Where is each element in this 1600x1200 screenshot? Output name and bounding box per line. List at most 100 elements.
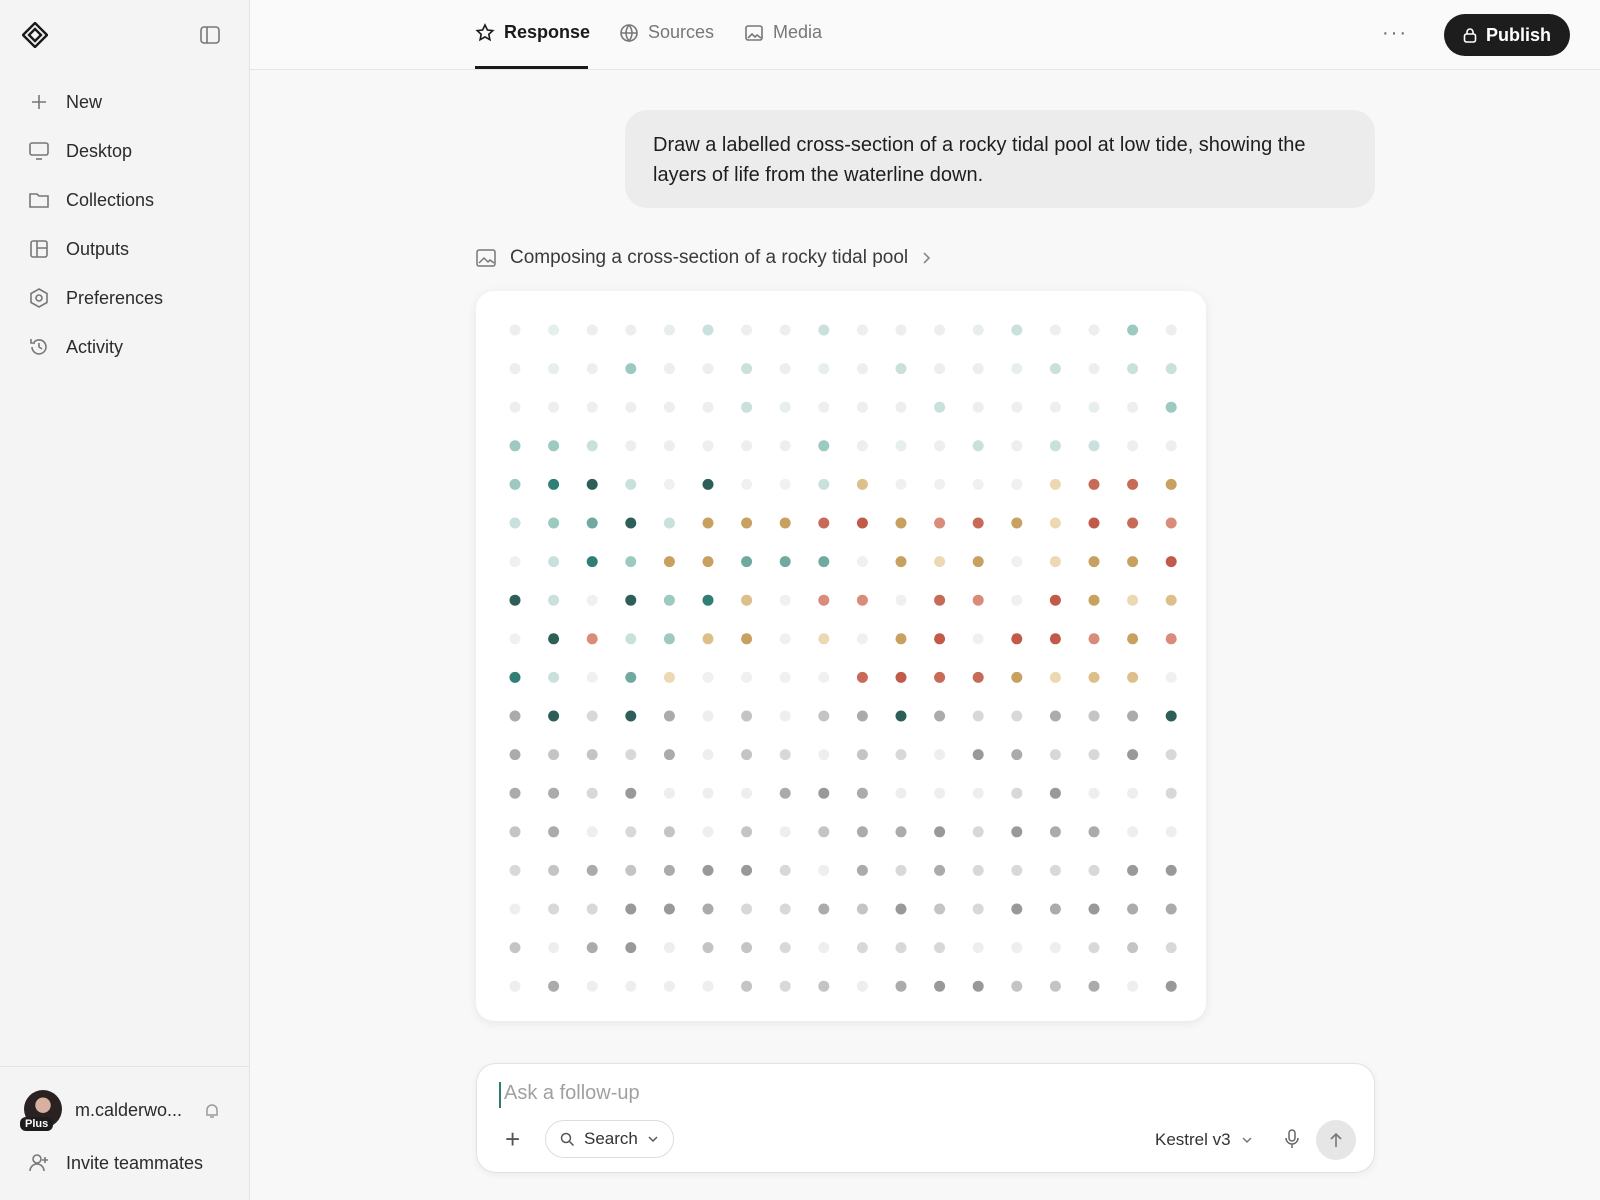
placeholder-dot (895, 942, 907, 954)
placeholder-dot (548, 826, 560, 838)
placeholder-dot (1011, 942, 1023, 954)
nav-item[interactable]: New (28, 91, 102, 113)
tab-label: Media (773, 22, 823, 42)
placeholder-dot (625, 749, 637, 761)
placeholder-dot (548, 440, 560, 452)
tab[interactable]: Media (744, 22, 822, 43)
placeholder-dot (1127, 633, 1139, 645)
placeholder-dot (1165, 903, 1177, 915)
placeholder-dot (509, 440, 521, 452)
placeholder-dot (548, 363, 560, 375)
placeholder-dot (856, 363, 868, 375)
placeholder-dot (972, 324, 984, 336)
placeholder-dot (1127, 671, 1139, 683)
placeholder-dot (702, 363, 714, 375)
search-toggle[interactable]: Search (545, 1120, 674, 1158)
placeholder-dot (1088, 787, 1100, 799)
placeholder-dot (934, 749, 946, 761)
placeholder-dot (818, 980, 830, 992)
placeholder-dot (548, 556, 560, 568)
input-placeholder[interactable]: Ask a follow-up (504, 1082, 640, 1104)
status-line[interactable]: Composing a cross-section of a rocky tid… (476, 247, 932, 269)
invite[interactable]: Invite teammates (28, 1152, 203, 1174)
mic-button[interactable] (1285, 1129, 1299, 1149)
placeholder-dot (1165, 710, 1177, 722)
placeholder-dot (663, 826, 675, 838)
placeholder-dot (625, 671, 637, 683)
placeholder-dot (663, 903, 675, 915)
placeholder-dot (1049, 749, 1061, 761)
nav-item[interactable]: Activity (28, 336, 123, 358)
placeholder-dot (972, 903, 984, 915)
placeholder-dot (779, 594, 791, 606)
model-picker[interactable]: Kestrel v3 (1155, 1130, 1253, 1150)
tab[interactable]: Sources (619, 22, 714, 43)
placeholder-dot (1088, 324, 1100, 336)
placeholder-dot (663, 710, 675, 722)
placeholder-dot (895, 710, 907, 722)
placeholder-dot (1127, 478, 1139, 490)
placeholder-dot (625, 942, 637, 954)
placeholder-dot (1127, 980, 1139, 992)
placeholder-dot (895, 787, 907, 799)
placeholder-dot (1088, 478, 1100, 490)
placeholder-dot (779, 363, 791, 375)
placeholder-dot (663, 517, 675, 529)
placeholder-dot (779, 826, 791, 838)
nav-label: Outputs (66, 238, 130, 259)
collapse-sidebar[interactable] (200, 26, 220, 44)
placeholder-dot (741, 324, 753, 336)
placeholder-dot (509, 517, 521, 529)
placeholder-dot (586, 594, 598, 606)
placeholder-dot (1049, 864, 1061, 876)
placeholder-dot (509, 594, 521, 606)
logo[interactable] (22, 22, 48, 48)
placeholder-dot (663, 556, 675, 568)
placeholder-dot (586, 556, 598, 568)
placeholder-dot (702, 749, 714, 761)
placeholder-dot (856, 980, 868, 992)
placeholder-dot (625, 517, 637, 529)
placeholder-dot (1165, 633, 1177, 645)
user-name[interactable]: m.calderwo... (75, 1100, 183, 1120)
placeholder-dot (663, 749, 675, 761)
placeholder-dot (856, 401, 868, 413)
nav-label: Activity (66, 336, 124, 357)
placeholder-dot (779, 903, 791, 915)
placeholder-dot (779, 787, 791, 799)
placeholder-dot (509, 942, 521, 954)
nav-item[interactable]: Preferences (28, 287, 163, 309)
placeholder-dot (586, 980, 598, 992)
placeholder-dot (1088, 594, 1100, 606)
placeholder-dot (586, 749, 598, 761)
image-placeholder (476, 291, 1206, 1021)
status-text: Composing a cross-section of a rocky tid… (510, 247, 909, 268)
placeholder-dot (1011, 556, 1023, 568)
tab[interactable]: Response (475, 22, 590, 43)
placeholder-dot (1011, 517, 1023, 529)
placeholder-dot (895, 671, 907, 683)
placeholder-dot (1049, 401, 1061, 413)
notifications[interactable] (204, 1102, 220, 1120)
nav-item[interactable]: Collections (28, 189, 154, 211)
placeholder-dot (818, 363, 830, 375)
more-menu[interactable]: ··· (1382, 22, 1408, 44)
placeholder-dot (818, 710, 830, 722)
placeholder-dot (548, 324, 560, 336)
send-button[interactable] (1316, 1120, 1356, 1160)
placeholder-dot (895, 324, 907, 336)
nav-item[interactable]: Outputs (28, 238, 129, 260)
placeholder-dot (934, 633, 946, 645)
placeholder-dot (1127, 710, 1139, 722)
placeholder-dot (972, 864, 984, 876)
nav-item[interactable]: Desktop (28, 140, 132, 162)
placeholder-dot (663, 671, 675, 683)
placeholder-dot (818, 787, 830, 799)
placeholder-dot (702, 324, 714, 336)
attach-button[interactable]: + (505, 1124, 521, 1154)
placeholder-dot (1127, 903, 1139, 915)
publish-button[interactable]: Publish (1444, 14, 1570, 56)
placeholder-dot (934, 710, 946, 722)
placeholder-dot (548, 401, 560, 413)
